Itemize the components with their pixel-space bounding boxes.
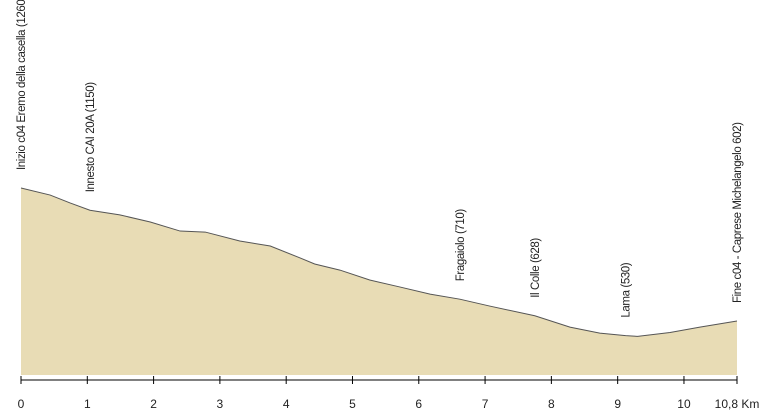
x-tick-label: 2	[150, 397, 157, 411]
x-tick-label: 7	[482, 397, 489, 411]
x-tick-label: 9	[614, 397, 621, 411]
x-tick-label: 10,8 Km	[715, 397, 760, 411]
x-tick-label: 8	[548, 397, 555, 411]
annotation: Fragaiolo (710)	[455, 209, 467, 282]
annotation: Innesto CAI 20A (1150)	[85, 82, 97, 192]
annotation: Inizio c04 Eremo della casella (1260)	[16, 0, 28, 170]
x-tick-label: 6	[415, 397, 422, 411]
profile-line	[20, 187, 738, 337]
area-fill	[21, 188, 737, 375]
x-tick-label: 0	[18, 397, 25, 411]
x-tick-label: 4	[283, 397, 290, 411]
x-tick-label: 10	[677, 397, 691, 411]
x-tick-label: 1	[84, 397, 91, 411]
annotation: Fine c04 - Caprese Michelangelo 602)	[732, 122, 744, 303]
x-tick-label: 5	[349, 397, 356, 411]
x-tick-label: 3	[217, 397, 224, 411]
annotation: Il Colle (628)	[530, 238, 542, 298]
annotation: Lama (530)	[621, 262, 633, 317]
